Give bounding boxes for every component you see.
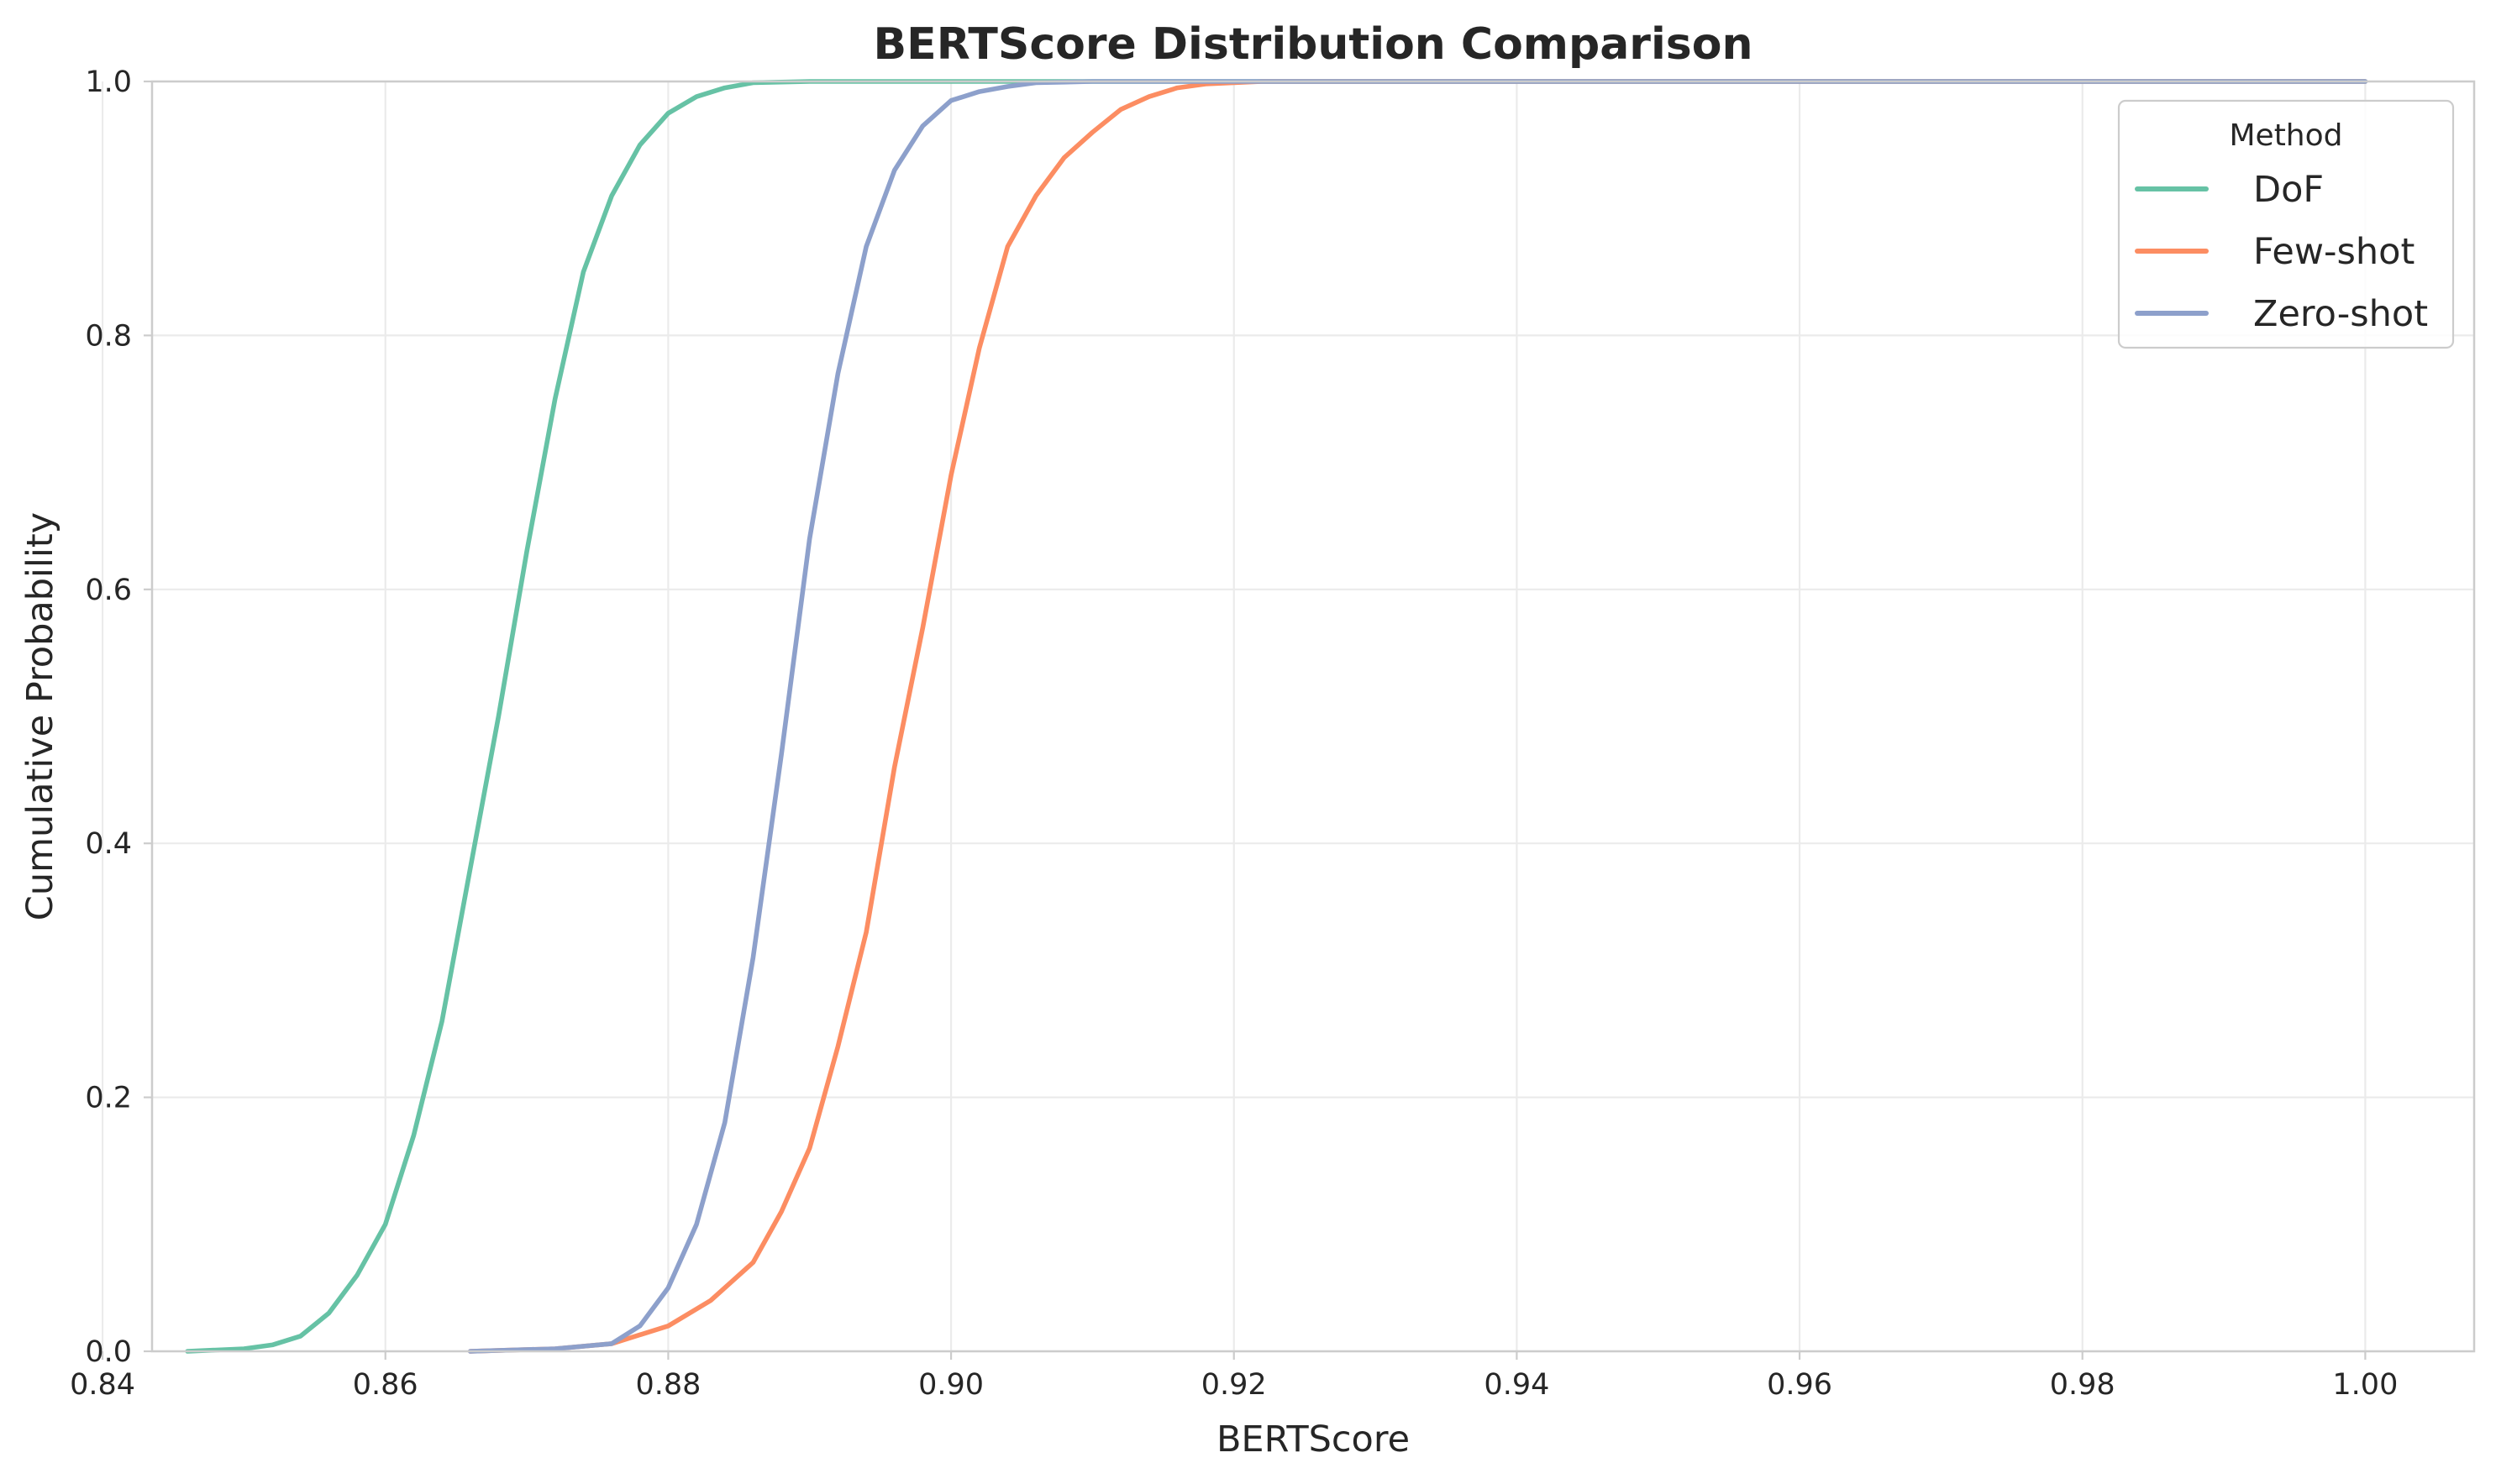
legend-label-dof: DoF <box>2253 169 2324 211</box>
x-tick-label: 0.86 <box>353 1368 418 1402</box>
x-tick-label: 1.00 <box>2332 1368 2398 1402</box>
legend-items: DoF Few-shot Zero-shot <box>2135 169 2428 335</box>
x-tick-label: 0.90 <box>918 1368 984 1402</box>
x-tick-label: 0.98 <box>2050 1368 2115 1402</box>
series-layer <box>185 79 2368 1354</box>
plot-frame <box>150 80 2476 1353</box>
series-line-zero-shot <box>467 79 2368 1354</box>
y-tick-label: 0.0 <box>85 1335 132 1369</box>
y-tick-label: 0.8 <box>85 319 132 353</box>
y-tick-label: 0.6 <box>85 574 132 607</box>
x-tick-label: 0.92 <box>1201 1368 1267 1402</box>
x-tick-label: 0.88 <box>635 1368 701 1402</box>
x-axis-label: BERTScore <box>1216 1418 1410 1460</box>
y-tick-label: 1.0 <box>85 66 132 99</box>
x-tick-label: 0.94 <box>1484 1368 1549 1402</box>
series-line-few-shot <box>467 79 2368 1354</box>
legend-label-zero-shot: Zero-shot <box>2253 293 2428 335</box>
legend: Method DoF Few-shot Zero-shot <box>2117 99 2455 349</box>
x-tick-label: 0.84 <box>70 1368 135 1402</box>
legend-label-few-shot: Few-shot <box>2253 231 2415 273</box>
chart-title: BERTScore Distribution Comparison <box>874 19 1753 70</box>
y-tick-label: 0.4 <box>85 827 132 861</box>
legend-title: Method <box>2229 118 2342 153</box>
y-axis-label: Cumulative Probability <box>19 512 61 920</box>
y-tick-label: 0.2 <box>85 1082 132 1115</box>
legend-box <box>2117 99 2455 349</box>
tick-layer: 0.84 0.86 0.88 0.90 0.92 0.94 0.96 0.98 1.00 0.0 0… <box>70 66 2398 1402</box>
series-line-dof <box>185 79 2368 1354</box>
x-tick-label: 0.96 <box>1767 1368 1832 1402</box>
